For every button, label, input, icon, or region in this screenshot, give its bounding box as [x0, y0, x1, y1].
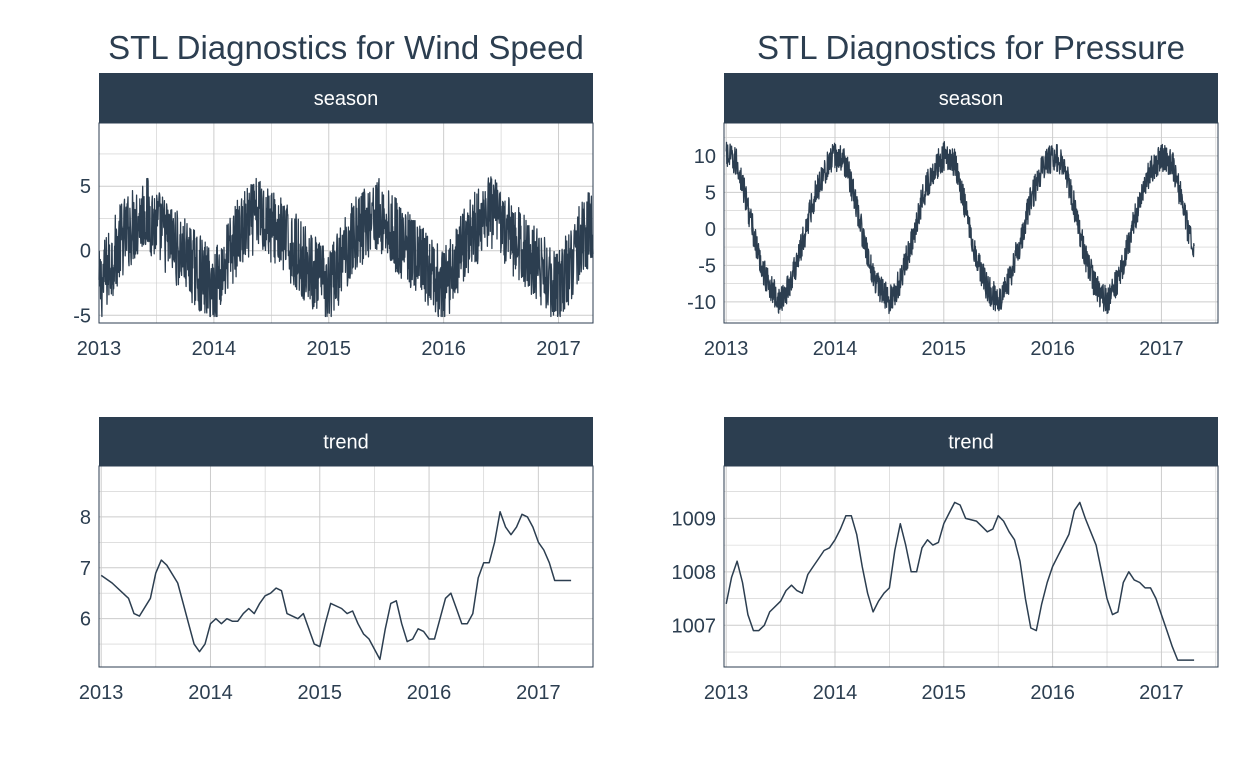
pressure-title: STL Diagnostics for Pressure [757, 29, 1185, 66]
x-tick-label: 2015 [298, 682, 343, 704]
facet-panel-pressure-trend: trend 2013 2014 2015 2016 2017 1009 1008 1007 [672, 417, 1219, 704]
x-tick-label: 2016 [407, 682, 452, 704]
x-tick-label: 2017 [1139, 338, 1184, 360]
wind-speed-title: STL Diagnostics for Wind Speed [108, 29, 584, 66]
facet-panel-wind-speed-season: season 2013 2014 2015 2016 2017 5 0 -5 [73, 73, 594, 360]
x-tick-label: 2017 [536, 338, 581, 360]
y-tick-label: 1007 [672, 615, 717, 637]
facet-strip-label: trend [323, 432, 369, 454]
x-tick-label: 2013 [704, 682, 749, 704]
facet-strip [724, 73, 1218, 123]
series-line [100, 511, 572, 661]
y-tick-label: -10 [687, 292, 716, 314]
x-tick-label: 2016 [1030, 338, 1075, 360]
series-line [725, 141, 1195, 315]
y-tick-label: 0 [80, 241, 91, 263]
facet-panel-pressure-season: season 2013 2014 2015 2016 2017 10 5 0 -5 -10 [687, 73, 1219, 360]
facet-strip-label: season [939, 88, 1004, 110]
x-tick-label: 2014 [813, 682, 858, 704]
x-tick-label: 2017 [1139, 682, 1184, 704]
x-tick-label: 2016 [421, 338, 466, 360]
y-tick-label: 10 [694, 146, 716, 168]
facet-strip-label: season [314, 88, 379, 110]
y-tick-label: 5 [705, 182, 716, 204]
panel-border [723, 465, 1219, 668]
panel-border [98, 465, 594, 668]
panel-border [723, 122, 1219, 324]
y-tick-label: 6 [80, 609, 91, 631]
y-tick-label: 8 [80, 507, 91, 529]
facet-panel-wind-speed-trend: trend 2013 2014 2015 2016 2017 8 7 6 [79, 417, 594, 704]
y-tick-label: 7 [80, 558, 91, 580]
x-tick-label: 2016 [1030, 682, 1075, 704]
series-line [725, 501, 1195, 661]
series-line [98, 176, 594, 318]
x-tick-label: 2015 [307, 338, 352, 360]
x-tick-label: 2015 [922, 338, 967, 360]
facet-strip-label: trend [948, 432, 994, 454]
y-tick-label: -5 [73, 305, 91, 327]
y-tick-label: 1009 [672, 508, 717, 530]
x-tick-label: 2017 [516, 682, 561, 704]
y-tick-label: 1008 [672, 562, 717, 584]
y-tick-label: 5 [80, 176, 91, 198]
y-tick-label: -5 [698, 255, 716, 277]
facet-strip [99, 73, 593, 123]
x-tick-label: 2014 [188, 682, 233, 704]
facet-strip [724, 417, 1218, 466]
x-tick-label: 2013 [704, 338, 749, 360]
x-tick-label: 2013 [77, 338, 122, 360]
y-tick-label: 0 [705, 219, 716, 241]
x-tick-label: 2014 [192, 338, 237, 360]
panel-border [98, 122, 594, 324]
facet-strip [99, 417, 593, 466]
x-tick-label: 2014 [813, 338, 858, 360]
x-tick-label: 2015 [922, 682, 967, 704]
x-tick-label: 2013 [79, 682, 124, 704]
